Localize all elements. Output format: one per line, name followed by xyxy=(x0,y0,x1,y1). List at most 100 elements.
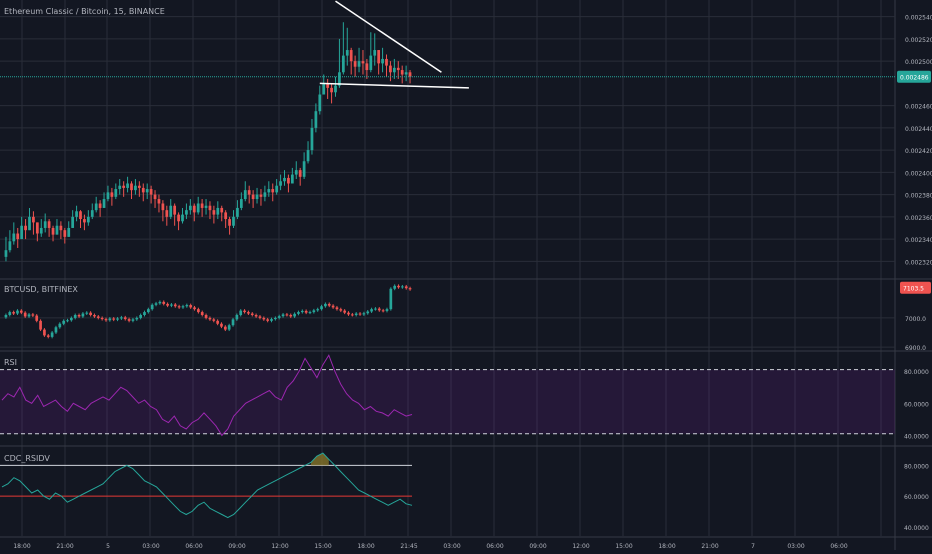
candle-body[interactable] xyxy=(8,312,12,315)
candle-body[interactable] xyxy=(377,50,381,64)
candle-body[interactable] xyxy=(118,185,122,190)
candle-body[interactable] xyxy=(300,310,304,313)
candle-body[interactable] xyxy=(55,225,59,235)
candle-body[interactable] xyxy=(162,301,166,304)
candle-body[interactable] xyxy=(67,227,71,237)
rsi-line[interactable] xyxy=(1,354,413,437)
candle-body[interactable] xyxy=(90,210,94,217)
candle-body[interactable] xyxy=(335,307,339,310)
candle-body[interactable] xyxy=(349,50,353,62)
candle-body[interactable] xyxy=(20,225,24,240)
candle-body[interactable] xyxy=(293,313,296,317)
candle-body[interactable] xyxy=(343,310,346,313)
candle-body[interactable] xyxy=(216,320,219,324)
candle-body[interactable] xyxy=(279,181,282,186)
candle-body[interactable] xyxy=(345,50,349,56)
candle-body[interactable] xyxy=(258,316,262,318)
candle-body[interactable] xyxy=(331,305,335,308)
candle-body[interactable] xyxy=(197,309,200,313)
candle-body[interactable] xyxy=(185,210,188,215)
candle-body[interactable] xyxy=(145,189,149,193)
candle-body[interactable] xyxy=(324,303,327,307)
candle-body[interactable] xyxy=(220,207,224,213)
candle-body[interactable] xyxy=(4,315,8,318)
candle-body[interactable] xyxy=(12,312,15,314)
candle-body[interactable] xyxy=(255,194,259,200)
candle-body[interactable] xyxy=(334,85,337,93)
candle-body[interactable] xyxy=(266,319,270,321)
candle-body[interactable] xyxy=(298,170,302,177)
candle-body[interactable] xyxy=(239,310,243,315)
candle-body[interactable] xyxy=(250,313,254,315)
candle-body[interactable] xyxy=(297,312,300,314)
pane-ethbtc[interactable] xyxy=(0,0,895,262)
candle-body[interactable] xyxy=(146,309,150,313)
candle-body[interactable] xyxy=(39,320,42,330)
candle-body[interactable] xyxy=(8,241,12,251)
candle-body[interactable] xyxy=(400,70,404,75)
candle-body[interactable] xyxy=(98,203,102,208)
candle-body[interactable] xyxy=(358,313,362,315)
candle-body[interactable] xyxy=(32,216,35,223)
candle-body[interactable] xyxy=(135,317,139,320)
candle-body[interactable] xyxy=(73,315,77,318)
candle-body[interactable] xyxy=(339,309,343,311)
candle-body[interactable] xyxy=(120,317,123,319)
candle-body[interactable] xyxy=(189,305,193,308)
candle-body[interactable] xyxy=(223,326,227,330)
candle-body[interactable] xyxy=(350,314,354,316)
candle-body[interactable] xyxy=(274,317,277,320)
pane-rsi[interactable] xyxy=(0,354,895,437)
candle-body[interactable] xyxy=(396,67,400,71)
candle-body[interactable] xyxy=(4,250,8,257)
candle-body[interactable] xyxy=(141,187,145,193)
candle-body[interactable] xyxy=(353,61,357,67)
candle-body[interactable] xyxy=(220,323,223,327)
candle-body[interactable] xyxy=(365,63,369,71)
candle-body[interactable] xyxy=(216,207,220,215)
candle-body[interactable] xyxy=(16,233,20,240)
candle-body[interactable] xyxy=(149,189,153,195)
candle-body[interactable] xyxy=(181,214,184,222)
candle-body[interactable] xyxy=(354,313,358,315)
candle-body[interactable] xyxy=(70,317,73,321)
candle-body[interactable] xyxy=(366,311,370,314)
candle-body[interactable] xyxy=(212,210,216,215)
candle-body[interactable] xyxy=(123,317,127,320)
candle-body[interactable] xyxy=(185,305,189,307)
candle-body[interactable] xyxy=(12,233,16,242)
candle-body[interactable] xyxy=(228,219,231,226)
candle-body[interactable] xyxy=(204,205,208,208)
candle-body[interactable] xyxy=(381,310,385,312)
candle-body[interactable] xyxy=(267,189,271,193)
candle-body[interactable] xyxy=(389,65,392,73)
candle-body[interactable] xyxy=(89,312,92,315)
candle-body[interactable] xyxy=(401,286,404,288)
candle-body[interactable] xyxy=(86,216,90,223)
candle-body[interactable] xyxy=(289,315,293,317)
candle-body[interactable] xyxy=(212,319,216,321)
candle-body[interactable] xyxy=(393,285,397,289)
candle-body[interactable] xyxy=(285,314,289,316)
candle-body[interactable] xyxy=(66,320,69,322)
candle-body[interactable] xyxy=(381,58,384,64)
candle-body[interactable] xyxy=(96,316,100,318)
candle-body[interactable] xyxy=(161,203,165,211)
candle-body[interactable] xyxy=(71,216,75,228)
candle-body[interactable] xyxy=(51,227,55,235)
candle-body[interactable] xyxy=(83,219,86,223)
candle-body[interactable] xyxy=(122,185,126,188)
candle-body[interactable] xyxy=(312,310,316,313)
candle-body[interactable] xyxy=(127,319,131,321)
candle-body[interactable] xyxy=(304,310,308,313)
candle-body[interactable] xyxy=(108,318,112,321)
candle-body[interactable] xyxy=(19,310,23,313)
candle-body[interactable] xyxy=(54,327,58,333)
candle-body[interactable] xyxy=(408,288,412,290)
candle-body[interactable] xyxy=(247,190,251,195)
candle-body[interactable] xyxy=(314,111,318,128)
candle-body[interactable] xyxy=(373,50,377,56)
candle-body[interactable] xyxy=(154,303,158,305)
candle-body[interactable] xyxy=(232,216,235,226)
